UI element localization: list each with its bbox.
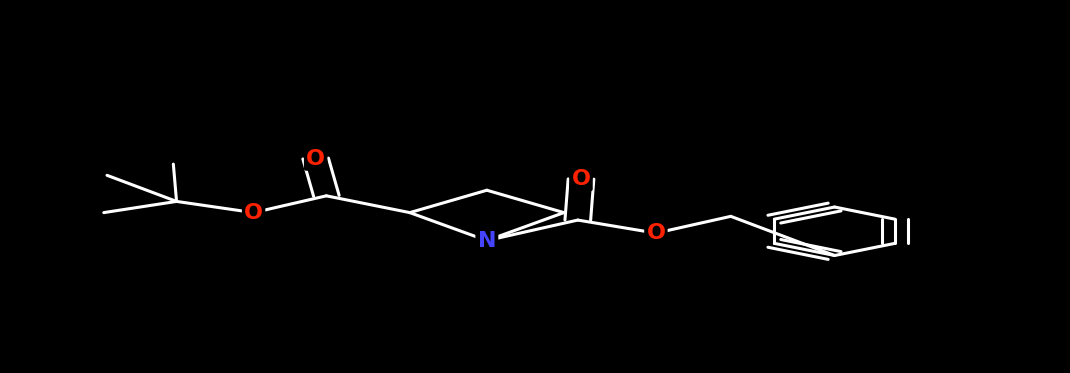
Text: O: O <box>646 223 666 243</box>
Text: O: O <box>571 169 591 189</box>
Text: N: N <box>477 231 496 251</box>
Text: O: O <box>306 148 325 169</box>
Text: O: O <box>244 203 263 223</box>
